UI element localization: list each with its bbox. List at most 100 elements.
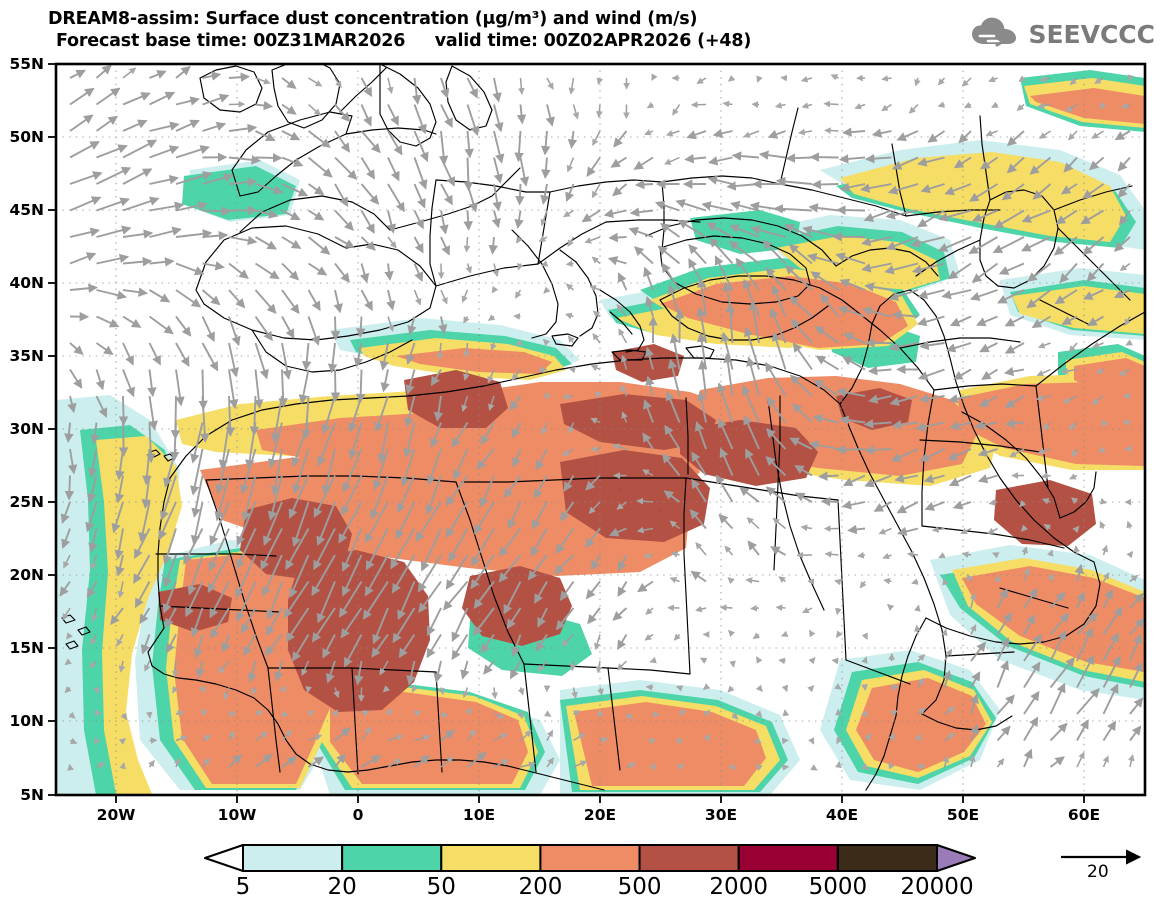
wind-vector xyxy=(1004,315,1025,327)
wind-vector xyxy=(1023,614,1036,635)
wind-vector xyxy=(281,262,300,281)
wind-vector xyxy=(802,606,813,614)
wind-vector xyxy=(307,316,321,346)
wind-vector xyxy=(991,101,999,108)
wind-vector xyxy=(1006,156,1025,174)
wind-vector xyxy=(1076,612,1098,636)
wind-vector xyxy=(88,448,98,478)
wind-vector xyxy=(96,144,128,159)
wind-vector xyxy=(830,74,839,81)
wind-vector xyxy=(187,554,204,596)
wind-vector xyxy=(255,209,279,219)
wind-vector xyxy=(292,634,310,662)
wind-vector xyxy=(862,306,892,318)
wind-vector xyxy=(678,709,687,717)
wind-vector xyxy=(765,361,787,397)
wind-vector xyxy=(798,128,813,136)
wind-vector xyxy=(1043,523,1052,531)
wind-vector xyxy=(406,660,416,686)
wind-vector xyxy=(321,448,336,496)
wind-vector xyxy=(1004,342,1025,354)
wind-vector xyxy=(1021,209,1051,223)
wind-vector xyxy=(245,422,257,470)
wind-vector xyxy=(731,712,739,720)
wind-vector xyxy=(292,448,310,495)
wind-vector xyxy=(122,369,135,398)
colorbar-band xyxy=(737,844,839,872)
wind-vector xyxy=(173,757,181,768)
wind-vector xyxy=(228,730,235,741)
wind-vector xyxy=(122,196,160,212)
wind-vector xyxy=(1076,627,1093,662)
wind-vector xyxy=(463,236,471,253)
wind-vector xyxy=(1037,342,1051,349)
wind-vector xyxy=(572,710,581,717)
wind-vector xyxy=(755,656,763,664)
wind-vector xyxy=(820,293,840,318)
wind-vector xyxy=(813,379,840,397)
wind-vector xyxy=(338,580,363,618)
wind-vector xyxy=(743,414,760,450)
wind-vector xyxy=(617,634,628,651)
wind-vector xyxy=(667,358,681,397)
wind-vector xyxy=(992,552,1000,559)
wind-vector xyxy=(633,246,654,265)
wind-vector xyxy=(221,634,231,653)
wind-vector xyxy=(148,759,155,768)
wind-vector xyxy=(769,307,787,344)
wind-vector xyxy=(60,501,71,524)
wind-vector xyxy=(969,289,998,301)
wind-vector xyxy=(835,252,866,265)
wind-vector xyxy=(254,342,269,380)
wind-vector xyxy=(794,465,813,477)
wind-vector xyxy=(387,157,400,182)
wind-vector xyxy=(480,633,495,654)
wind-vector xyxy=(493,130,505,164)
wind-vector xyxy=(810,271,840,291)
wind-vector xyxy=(85,501,98,533)
wind-vector xyxy=(1067,130,1078,141)
wind-vector xyxy=(142,448,152,486)
wind-vector xyxy=(228,155,262,165)
wind-vector xyxy=(59,580,71,597)
wind-vector xyxy=(387,758,402,768)
wind-vector xyxy=(185,581,204,618)
wind-vector xyxy=(307,156,333,178)
wind-vector xyxy=(146,422,156,464)
wind-vector xyxy=(765,455,787,477)
wind-vector xyxy=(492,77,502,103)
wind-vector xyxy=(942,755,950,768)
wind-vector xyxy=(771,284,787,317)
wind-vector xyxy=(590,417,601,425)
wind-vector xyxy=(592,130,601,146)
wind-vector xyxy=(917,654,926,662)
wind-vector xyxy=(417,554,442,593)
wind-vector xyxy=(1049,591,1066,609)
wind-vector xyxy=(992,236,1025,254)
wind-vector xyxy=(645,607,654,615)
wind-vector xyxy=(96,253,130,265)
wind-vector xyxy=(790,374,813,397)
wind-vector xyxy=(1102,588,1113,609)
wind-vector xyxy=(69,114,94,132)
wind-vector xyxy=(1021,546,1028,556)
wind-vector xyxy=(413,710,422,717)
wind-vector xyxy=(281,756,298,768)
wind-vector xyxy=(1126,550,1134,559)
wind-vector xyxy=(479,475,495,508)
wind-vector xyxy=(755,763,763,771)
wind-vector xyxy=(835,444,866,455)
wind-vector xyxy=(937,77,946,86)
wind-vector xyxy=(610,156,628,168)
wind-vector xyxy=(199,685,206,694)
wind-vector xyxy=(94,709,102,717)
wind-vector xyxy=(1087,315,1104,327)
wind-vector xyxy=(1036,368,1051,377)
wind-vector xyxy=(1102,683,1119,715)
wind-vector xyxy=(241,475,257,522)
wind-vector xyxy=(1083,289,1104,300)
wind-vector xyxy=(686,130,707,140)
wind-vector xyxy=(426,448,442,486)
wind-vector xyxy=(240,448,257,495)
